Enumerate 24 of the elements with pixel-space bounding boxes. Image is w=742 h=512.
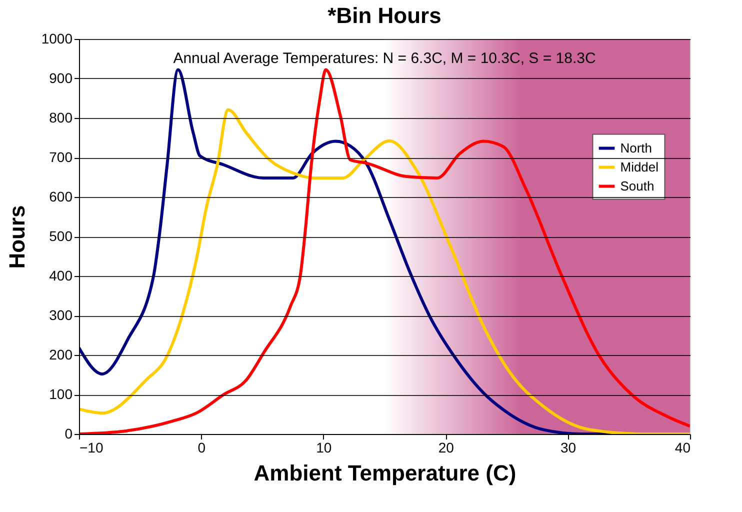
y-tick-label: 600 bbox=[49, 188, 73, 204]
y-tick-label: 500 bbox=[49, 228, 73, 244]
chart-title: *Bin Hours bbox=[328, 3, 442, 28]
y-tick-label: 0 bbox=[64, 426, 73, 442]
x-axis-title: Ambient Temperature (C) bbox=[254, 460, 516, 486]
y-tick-label: 700 bbox=[49, 149, 73, 165]
y-tick-label: 400 bbox=[49, 268, 73, 284]
y-tick-label: 800 bbox=[49, 110, 73, 126]
legend-label: Middel bbox=[620, 159, 659, 174]
x-tick-label: 40 bbox=[674, 440, 691, 456]
y-tick-label: 200 bbox=[49, 346, 73, 362]
x-tick-label: 30 bbox=[560, 440, 576, 456]
legend-label: South bbox=[620, 178, 654, 194]
x-tick-label: 10 bbox=[316, 440, 332, 456]
y-tick-label: 1000 bbox=[41, 30, 73, 46]
y-tick-label: 900 bbox=[49, 70, 73, 86]
legend-label: North bbox=[620, 140, 652, 156]
annotation: Annual Average Temperatures: N = 6.3C, M = 10.3C, S = 18.3C bbox=[173, 50, 596, 67]
y-tick-label: 100 bbox=[49, 386, 73, 402]
x-tick-label: 20 bbox=[438, 440, 454, 456]
y-tick-label: 300 bbox=[49, 307, 73, 323]
x-tick-label: −10 bbox=[80, 440, 104, 456]
x-tick-label: 0 bbox=[198, 440, 206, 456]
y-axis-title: Hours bbox=[4, 205, 30, 269]
